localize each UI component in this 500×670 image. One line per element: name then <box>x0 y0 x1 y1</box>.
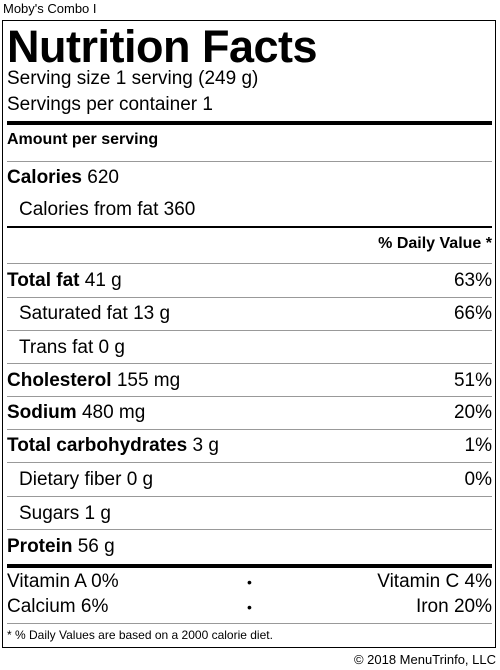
bullet-separator: • <box>247 574 252 590</box>
calories-from-fat-value: 360 <box>163 199 196 220</box>
nutrient-amount: 56 g <box>77 536 115 557</box>
vitamin-left: Vitamin A 0% <box>7 571 119 592</box>
calories-from-fat-row: Calories from fat 360 <box>7 198 492 222</box>
divider <box>7 529 492 530</box>
nutrient-dv: 20% <box>453 402 492 423</box>
nutrient-dv: 66% <box>453 303 492 324</box>
bullet-separator: • <box>247 599 252 615</box>
nutrient-row-protein: Protein 56 g <box>7 535 492 559</box>
divider <box>7 363 492 364</box>
nutrient-dv: 1% <box>464 435 492 456</box>
nutrient-row-cholesterol: Cholesterol 155 mg 51% <box>7 369 492 393</box>
divider <box>7 462 492 463</box>
nutrient-label: Sodium <box>7 402 77 423</box>
nutrient-dv: 0% <box>464 469 492 490</box>
medium-divider <box>7 226 492 228</box>
daily-value-footnote: * % Daily Values are based on a 2000 cal… <box>7 628 273 642</box>
nutrient-amount: 480 mg <box>81 402 146 423</box>
nutrient-label: Saturated fat <box>19 303 128 324</box>
nutrient-dv: 63% <box>453 270 492 291</box>
divider <box>7 396 492 397</box>
nutrition-label: Nutrition Facts Serving size 1 serving (… <box>2 20 496 648</box>
amount-per-serving: Amount per serving <box>7 131 159 148</box>
divider <box>7 429 492 430</box>
calories-label: Calories <box>7 167 82 188</box>
nutrient-label: Trans fat <box>19 337 94 358</box>
nutrient-label: Sugars <box>19 503 80 524</box>
product-name: Moby's Combo I <box>3 1 97 16</box>
divider <box>7 297 492 298</box>
nutrient-amount: 1 g <box>84 503 111 524</box>
nutrient-row-total-carbohydrates: Total carbohydrates 3 g 1% <box>7 434 492 458</box>
calories-row: Calories 620 <box>7 166 492 190</box>
servings-per-container: Servings per container 1 <box>7 94 213 115</box>
nutrient-row-sugars: Sugars 1 g <box>7 502 492 526</box>
nutrient-amount: 0 g <box>126 469 154 490</box>
nutrient-label: Total fat <box>7 270 80 291</box>
daily-value-header: % Daily Value * <box>378 235 492 252</box>
nutrient-row-total-fat: Total fat 41 g 63% <box>7 269 492 293</box>
nutrient-row-trans-fat: Trans fat 0 g <box>7 336 492 360</box>
nutrient-label: Protein <box>7 536 73 557</box>
vitamin-left: Calcium 6% <box>7 596 109 617</box>
nutrient-label: Dietary fiber <box>19 469 122 490</box>
nutrient-amount: 41 g <box>84 270 122 291</box>
divider <box>7 330 492 331</box>
nutrient-dv: 51% <box>453 370 492 391</box>
serving-size: Serving size 1 serving (249 g) <box>7 68 259 89</box>
divider <box>7 623 492 624</box>
thick-divider <box>7 564 492 568</box>
vitamin-right: Vitamin C 4% <box>377 571 492 592</box>
calories-from-fat-label: Calories from fat <box>19 199 159 220</box>
copyright: © 2018 MenuTrinfo, LLC <box>353 652 496 667</box>
nutrient-row-sodium: Sodium 480 mg 20% <box>7 401 492 425</box>
vitamin-right: Iron 20% <box>415 596 492 617</box>
divider <box>7 496 492 497</box>
nutrient-amount: 155 mg <box>116 370 181 391</box>
divider <box>7 161 492 162</box>
nutrient-label: Cholesterol <box>7 370 112 391</box>
nutrient-label: Total carbohydrates <box>7 435 188 456</box>
calories-value: 620 <box>87 167 119 188</box>
nutrient-row-saturated-fat: Saturated fat 13 g 66% <box>7 302 492 326</box>
nutrient-row-dietary-fiber: Dietary fiber 0 g 0% <box>7 468 492 492</box>
nutrient-amount: 13 g <box>133 303 171 324</box>
nutrient-amount: 3 g <box>192 435 219 456</box>
label-title: Nutrition Facts <box>7 21 318 72</box>
nutrient-amount: 0 g <box>98 337 125 358</box>
divider <box>7 263 492 264</box>
thick-divider <box>7 121 492 125</box>
